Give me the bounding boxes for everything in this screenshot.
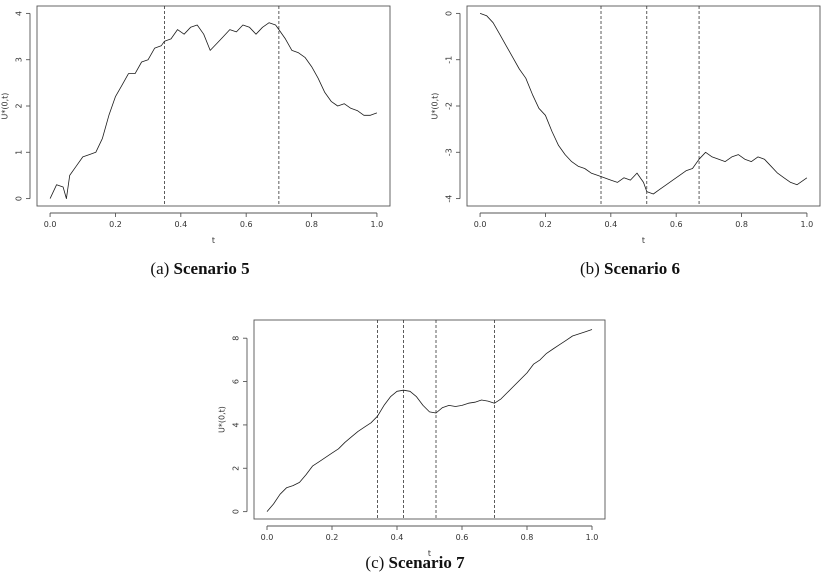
- x-tick-label: 1.0: [801, 220, 814, 229]
- x-tick-label: 0.0: [44, 220, 57, 229]
- x-tick-label: 0.8: [735, 220, 748, 229]
- chart-svg: 0.0 0.2 0.4 0.6 0.8 1.0 t 0 2 4 6 8 U*(0,t): [218, 319, 606, 558]
- caption: (c) Scenario 7: [215, 553, 615, 573]
- x-tick-label: 0.4: [604, 220, 617, 229]
- y-tick-label: -3: [445, 148, 454, 156]
- caption-title: Scenario 5: [173, 259, 250, 278]
- x-tick-label: 0.2: [109, 220, 122, 229]
- y-axis-label: U*(0,t): [1, 93, 10, 120]
- x-tick-label: 0.6: [240, 220, 253, 229]
- x-axis-label: t: [642, 236, 645, 245]
- y-axis-label: U*(0,t): [431, 93, 440, 120]
- x-tick-label: 0.6: [670, 220, 683, 229]
- x-tick-label: 0.0: [474, 220, 487, 229]
- chart-panel-scenario-7: 0.0 0.2 0.4 0.6 0.8 1.0 t 0 2 4 6 8 U*(0,t) (c) Scen…: [215, 312, 615, 580]
- plot-frame: [36, 5, 391, 207]
- y-tick-label: 3: [15, 57, 24, 62]
- caption-title: Scenario 7: [388, 553, 465, 572]
- y-tick-label: 0: [15, 196, 24, 201]
- x-tick-label: 0.2: [326, 533, 339, 542]
- chart-panel-scenario-5: 0.0 0.2 0.4 0.6 0.8 1.0 t 0 1 2 3 4 U*(0,t) (a) Scen…: [0, 0, 400, 290]
- caption-title: Scenario 6: [604, 259, 681, 278]
- x-tick-label: 1.0: [371, 220, 384, 229]
- chart-svg: 0.0 0.2 0.4 0.6 0.8 1.0 t 0 -1 -2 -3 -4 U*(0,t): [431, 5, 821, 245]
- series-line: [266, 329, 593, 512]
- caption-prefix: (b): [579, 259, 600, 278]
- y-tick-label: 8: [232, 336, 241, 341]
- x-tick-label: 0.2: [539, 220, 552, 229]
- caption-prefix: (c): [365, 553, 385, 572]
- y-tick-label: 1: [15, 150, 24, 155]
- x-tick-label: 0.8: [521, 533, 534, 542]
- plot-frame: [253, 319, 606, 520]
- caption: (a) Scenario 5: [0, 259, 400, 279]
- y-tick-label: -4: [445, 195, 454, 203]
- x-tick-label: 0.4: [391, 533, 404, 542]
- x-axis-label: t: [212, 236, 215, 245]
- series-line: [479, 13, 808, 195]
- y-tick-label: -2: [445, 102, 454, 110]
- y-tick-label: 2: [15, 103, 24, 108]
- chart-svg: 0.0 0.2 0.4 0.6 0.8 1.0 t 0 1 2 3 4 U*(0,t): [1, 5, 391, 245]
- y-tick-label: 0: [232, 509, 241, 514]
- y-tick-label: 2: [232, 466, 241, 471]
- x-tick-label: 0.4: [174, 220, 187, 229]
- series-line: [49, 22, 378, 200]
- y-tick-label: 0: [445, 11, 454, 16]
- caption: (b) Scenario 6: [430, 259, 830, 279]
- x-tick-label: 0.6: [456, 533, 469, 542]
- y-axis-label: U*(0,t): [218, 406, 227, 433]
- y-tick-label: 4: [232, 422, 241, 427]
- chart-panel-scenario-6: 0.0 0.2 0.4 0.6 0.8 1.0 t 0 -1 -2 -3 -4 U*(0,t) (b) …: [430, 0, 830, 290]
- x-tick-label: 1.0: [586, 533, 599, 542]
- caption-prefix: (a): [150, 259, 170, 278]
- y-tick-label: -1: [445, 56, 454, 64]
- x-tick-label: 0.0: [261, 533, 274, 542]
- x-axis-label: t: [428, 549, 431, 558]
- y-tick-label: 4: [15, 11, 24, 16]
- y-tick-label: 6: [232, 379, 241, 384]
- plot-frame: [466, 5, 821, 207]
- x-tick-label: 0.8: [305, 220, 318, 229]
